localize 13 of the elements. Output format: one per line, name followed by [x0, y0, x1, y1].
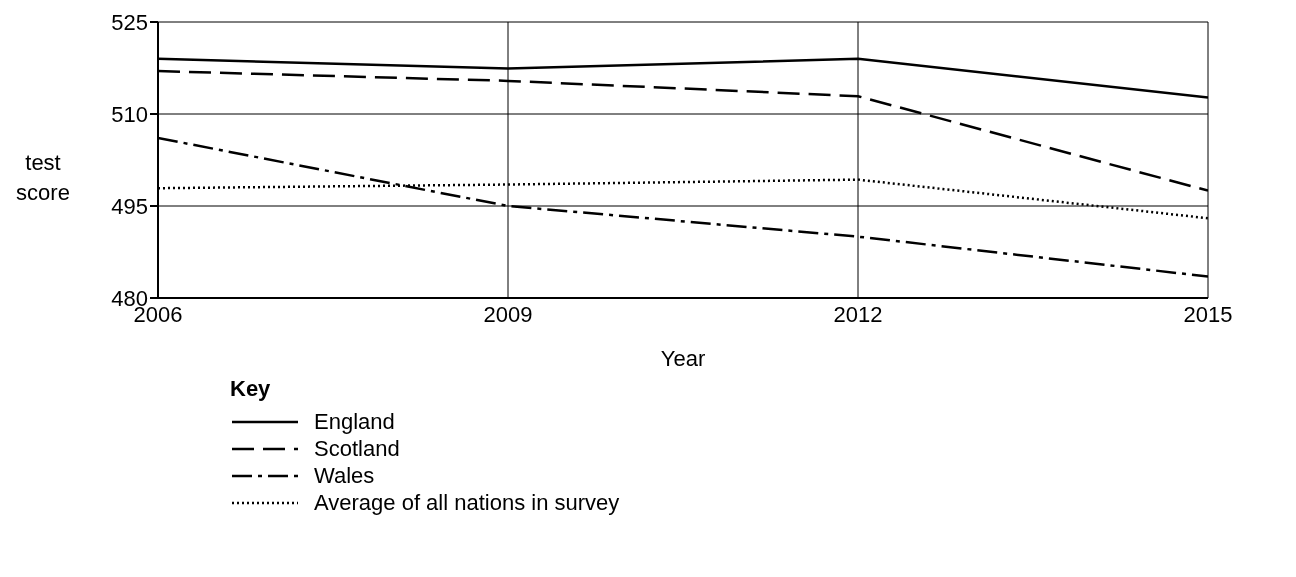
- x-tick-label: 2015: [1183, 301, 1233, 327]
- x-tick-label: 2012: [833, 301, 883, 327]
- legend-label: Average of all nations in survey: [314, 489, 620, 516]
- x-axis-title: Year: [659, 346, 707, 372]
- y-tick-label: 510: [111, 101, 148, 127]
- x-tick-label: 2009: [483, 301, 533, 327]
- legend-label: Scotland: [314, 435, 400, 462]
- legend-label: England: [314, 408, 395, 435]
- y-tick-label: 495: [111, 193, 148, 219]
- legend-title: Key: [230, 376, 272, 402]
- legend-label: Wales: [314, 462, 375, 489]
- y-tick-label: 525: [111, 9, 148, 35]
- y-axis-title: test score: [15, 149, 71, 207]
